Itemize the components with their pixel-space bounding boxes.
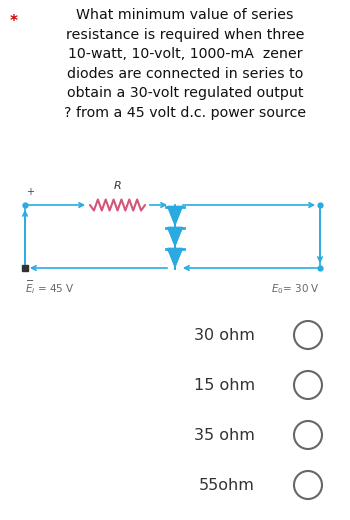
- Text: 35 ohm: 35 ohm: [194, 427, 255, 443]
- Text: What minimum value of series
resistance is required when three
10-watt, 10-volt,: What minimum value of series resistance …: [64, 8, 306, 120]
- Text: 30 ohm: 30 ohm: [194, 328, 255, 343]
- Polygon shape: [168, 228, 182, 245]
- Text: +: +: [26, 187, 34, 197]
- Text: 15 ohm: 15 ohm: [194, 378, 255, 393]
- Text: *: *: [10, 14, 18, 29]
- Polygon shape: [168, 249, 182, 266]
- Text: $E_i$ = 45 V: $E_i$ = 45 V: [25, 282, 75, 296]
- Text: 55ohm: 55ohm: [199, 477, 255, 492]
- Text: R: R: [114, 181, 121, 191]
- Polygon shape: [168, 206, 182, 225]
- Text: $E_0$= 30 V: $E_0$= 30 V: [271, 282, 320, 296]
- Text: −: −: [26, 276, 34, 286]
